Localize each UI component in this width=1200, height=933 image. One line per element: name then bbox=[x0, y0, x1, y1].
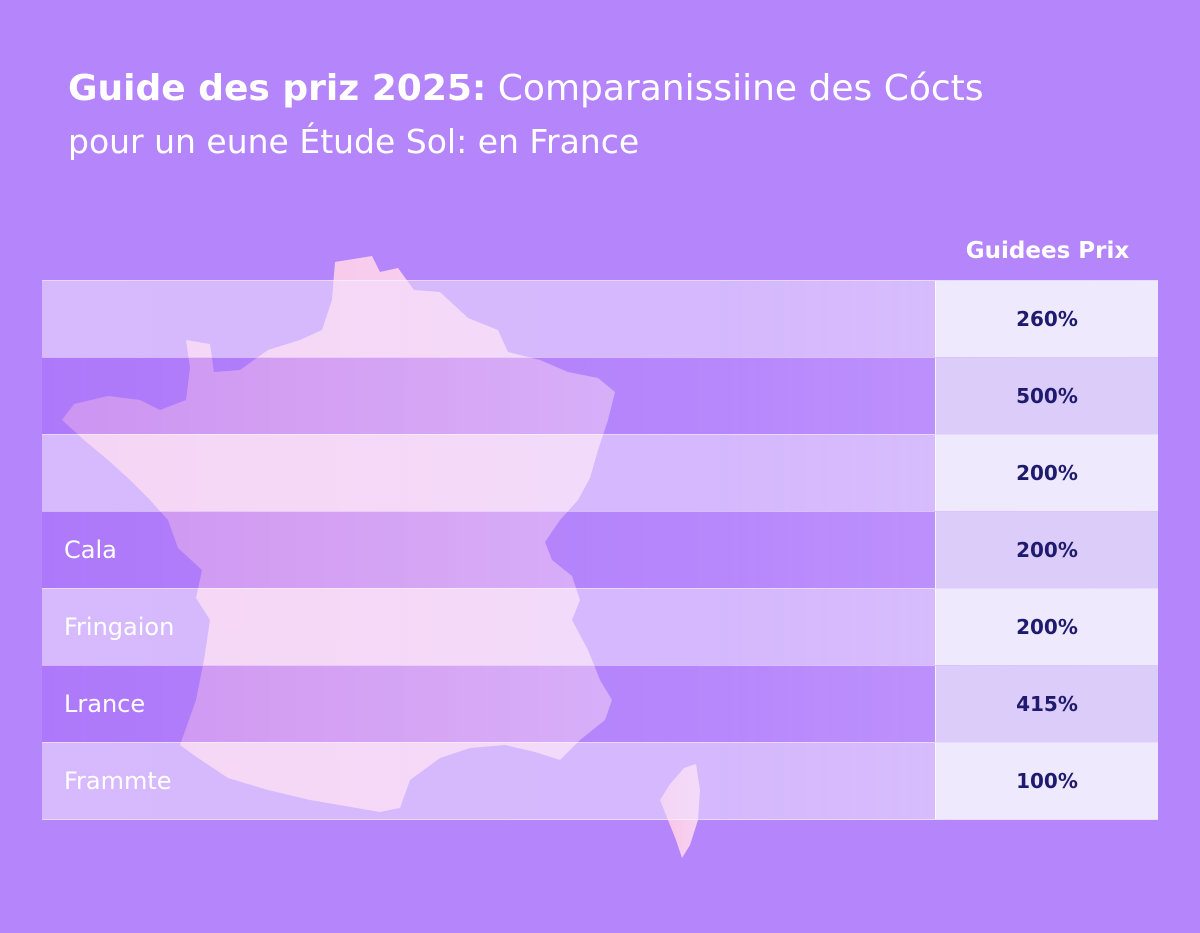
row-label: Fringaion bbox=[64, 613, 175, 641]
row-label: Cala bbox=[64, 536, 117, 564]
table-row: Cala 200% bbox=[42, 511, 1158, 588]
table-row: Frammte 100% bbox=[42, 742, 1158, 820]
row-value: 200% bbox=[935, 435, 1158, 511]
row-label: Lrance bbox=[64, 690, 146, 718]
page-subtitle: pour un eune Étude Sol: en France bbox=[68, 122, 640, 161]
row-label: Frammte bbox=[64, 767, 172, 795]
row-value: 200% bbox=[935, 512, 1158, 588]
table-row: Lrance 415% bbox=[42, 665, 1158, 742]
table-row: 500% bbox=[42, 357, 1158, 434]
title-bold: Guide des priz 2025: bbox=[68, 68, 487, 109]
row-value: 260% bbox=[935, 281, 1158, 357]
table-row: 260% bbox=[42, 280, 1158, 357]
row-value: 500% bbox=[935, 358, 1158, 434]
page-title: Guide des priz 2025: Comparanissiine des… bbox=[68, 66, 1168, 112]
row-value: 200% bbox=[935, 589, 1158, 665]
column-header-prix: Guidees Prix bbox=[965, 238, 1130, 264]
row-value: 100% bbox=[935, 743, 1158, 819]
price-table: 260% 500% 200% Cala 200% Fringaion 200% … bbox=[42, 280, 1158, 820]
row-value: 415% bbox=[935, 666, 1158, 742]
table-row: 200% bbox=[42, 434, 1158, 511]
title-rest: Comparanissiine des Cócts bbox=[497, 68, 984, 109]
table-row: Fringaion 200% bbox=[42, 588, 1158, 665]
